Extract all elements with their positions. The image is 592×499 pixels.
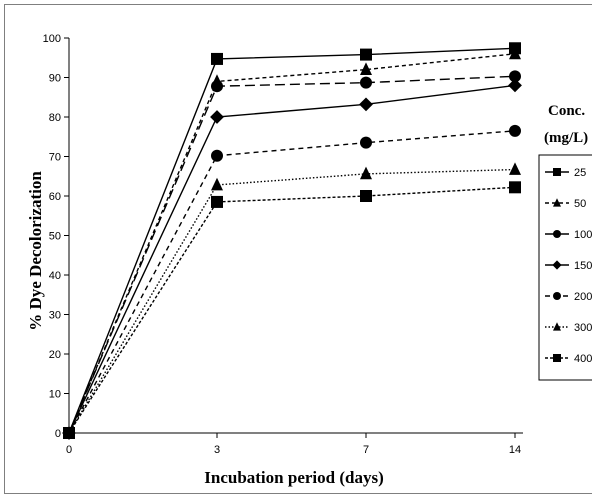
y-tick-label: 70 <box>49 152 61 164</box>
y-tick-label: 100 <box>43 33 61 45</box>
y-tick-label: 20 <box>49 349 61 361</box>
series-line-150 <box>68 84 516 434</box>
legend-marker <box>553 322 561 331</box>
data-point-25 <box>360 48 372 61</box>
legend-label: 50 <box>574 198 586 210</box>
series-100 <box>63 70 521 439</box>
data-point-100 <box>509 70 521 83</box>
y-tick-label: 80 <box>49 112 61 124</box>
series-line-400 <box>68 186 516 434</box>
legend-box <box>538 154 592 381</box>
x-tick-label: 7 <box>363 444 369 456</box>
data-point-300 <box>211 177 223 191</box>
series-line-300 <box>68 168 516 434</box>
legend-label: 25 <box>574 167 586 179</box>
legend-item-150: 150 <box>545 260 592 272</box>
data-point-400 <box>509 181 521 194</box>
x-tick-label: 0 <box>66 444 72 456</box>
legend-title-unit: (mg/L) <box>544 130 588 146</box>
y-tick-label: 50 <box>49 231 61 243</box>
series-50 <box>63 46 521 439</box>
legend-label: 200 <box>574 291 592 303</box>
legend-marker <box>553 292 561 300</box>
series-200 <box>63 124 521 439</box>
series-150 <box>62 78 522 440</box>
y-tick-label: 30 <box>49 310 61 322</box>
data-point-100 <box>211 80 223 93</box>
data-point-400 <box>211 195 223 208</box>
x-axis-title: Incubation period (days) <box>204 468 383 487</box>
series-line-50 <box>68 53 516 434</box>
data-point-400 <box>63 427 75 439</box>
legend-marker <box>552 260 562 270</box>
series-25 <box>63 42 521 439</box>
y-tick-label: 0 <box>55 428 61 440</box>
legend-marker <box>553 198 561 207</box>
data-point-300 <box>360 166 372 180</box>
legend-marker <box>553 168 561 176</box>
y-axis-title: % Dye Decolorization <box>26 171 45 331</box>
data-point-200 <box>360 136 372 149</box>
x-tick-label: 3 <box>214 444 220 456</box>
data-point-200 <box>211 149 223 162</box>
x-tick-label: 14 <box>509 444 521 456</box>
legend-item-25: 25 <box>545 167 586 179</box>
y-tick-label: 90 <box>49 73 61 85</box>
legend-item-300: 300 <box>545 322 592 334</box>
data-point-150 <box>508 78 522 93</box>
series-line-25 <box>68 47 516 434</box>
data-point-25 <box>211 52 223 65</box>
data-point-50 <box>360 62 372 75</box>
data-point-400 <box>360 190 372 202</box>
series-line-200 <box>68 130 516 434</box>
legend-label: 150 <box>574 260 592 272</box>
data-point-150 <box>359 97 373 112</box>
y-tick-label: 10 <box>49 389 61 401</box>
series-400 <box>63 181 521 439</box>
y-tick-label: 40 <box>49 270 61 282</box>
legend-item-50: 50 <box>545 198 586 210</box>
legend-marker <box>553 354 561 362</box>
chart-frame: 0 10 20 30 40 50 60 70 80 90 100 0 3 7 14 25 50 100 150 20… <box>4 4 592 494</box>
legend-label: 100 <box>574 229 592 241</box>
legend-item-400: 400 <box>545 353 592 365</box>
legend-title-conc: Conc. <box>548 103 585 119</box>
legend-item-100: 100 <box>545 229 592 241</box>
data-point-50 <box>509 46 521 60</box>
data-point-100 <box>360 76 372 89</box>
y-tick-label: 60 <box>49 191 61 203</box>
legend-label: 400 <box>574 353 592 365</box>
data-point-150 <box>210 110 224 124</box>
data-point-200 <box>509 124 521 137</box>
line-chart: 0 10 20 30 40 50 60 70 80 90 100 0 3 7 14 25 50 100 150 20… <box>26 33 592 487</box>
legend-label: 300 <box>574 322 592 334</box>
legend-item-200: 200 <box>545 291 592 303</box>
series-line-100 <box>68 75 516 434</box>
legend-marker <box>553 230 561 238</box>
data-point-300 <box>509 162 521 175</box>
